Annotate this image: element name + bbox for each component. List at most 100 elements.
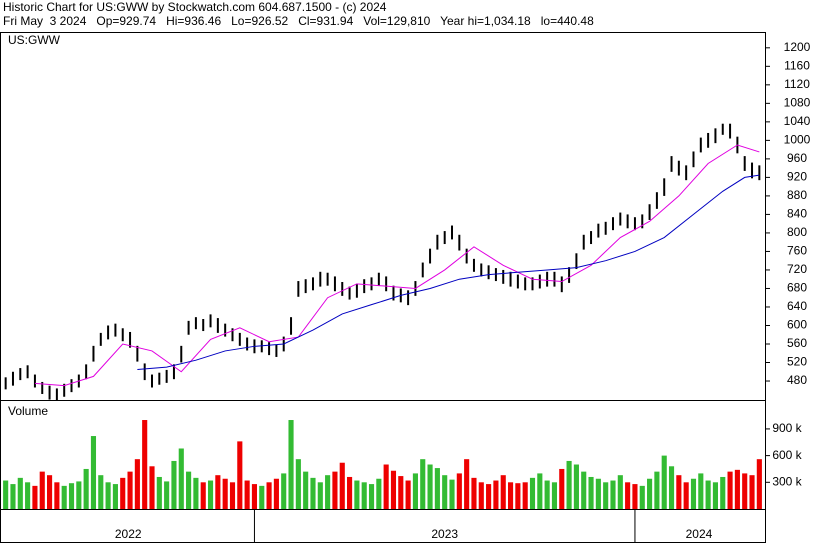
volume-bar xyxy=(507,482,514,509)
volume-bar xyxy=(215,475,221,509)
volume-bar xyxy=(251,484,258,509)
y-tick-label: 1040 xyxy=(784,114,811,128)
volume-bar xyxy=(559,468,565,509)
volume-bar xyxy=(522,482,528,509)
volume-bar xyxy=(200,482,206,509)
volume-bar xyxy=(500,475,506,509)
volume-bar xyxy=(98,475,104,509)
volume-bar xyxy=(3,480,9,509)
chart-subtitle: Fri May 3 2024 Op=929.74 Hi=936.46 Lo=92… xyxy=(3,14,594,28)
volume-bar xyxy=(17,477,23,509)
volume-title: Volume xyxy=(8,404,48,418)
volume-bar xyxy=(222,478,228,509)
volume-bar xyxy=(105,482,111,509)
volume-bar xyxy=(295,459,301,509)
volume-bar xyxy=(347,476,353,509)
volume-bar xyxy=(120,477,126,509)
volume-bar xyxy=(361,482,367,509)
volume-tick-label: 900 k xyxy=(772,421,802,435)
volume-bar xyxy=(603,482,609,509)
volume-bar xyxy=(178,448,184,509)
volume-bar xyxy=(288,420,294,509)
volume-bar xyxy=(405,480,411,509)
y-tick-label: 680 xyxy=(787,281,807,295)
year-label: 2023 xyxy=(431,527,458,541)
volume-bar xyxy=(551,482,558,509)
volume-bar xyxy=(654,471,660,509)
volume-bar xyxy=(229,482,236,509)
volume-bar xyxy=(47,475,53,509)
volume-bar xyxy=(325,475,331,509)
volume-tick-label: 600 k xyxy=(772,448,802,462)
volume-bar xyxy=(61,485,67,509)
y-tick-label: 720 xyxy=(787,262,807,276)
volume-bar xyxy=(193,477,199,509)
volume-bar xyxy=(376,478,382,509)
volume-bar xyxy=(434,468,440,509)
volume-bar xyxy=(676,475,682,509)
moving-average xyxy=(34,144,760,387)
volume-bar xyxy=(742,473,748,509)
volume-bar xyxy=(68,483,75,509)
volume-bar xyxy=(112,484,118,509)
volume-bar xyxy=(705,480,711,509)
volume-bar xyxy=(588,476,594,509)
volume-bar xyxy=(390,470,397,509)
volume-bar xyxy=(76,481,82,509)
y-tick-label: 640 xyxy=(787,299,807,313)
y-tick-label: 520 xyxy=(787,355,807,369)
y-tick-label: 1120 xyxy=(784,77,810,91)
volume-bar xyxy=(207,480,214,509)
volume-bar xyxy=(54,482,60,509)
volume-bar xyxy=(398,476,404,509)
volume-bar xyxy=(281,473,287,509)
volume-bar xyxy=(595,478,601,509)
year-label: 2024 xyxy=(686,527,713,541)
volume-bar xyxy=(478,482,484,509)
volume-bar xyxy=(332,471,338,509)
volume-bar xyxy=(544,480,550,509)
volume-bar xyxy=(449,479,455,509)
volume-bar xyxy=(756,459,762,509)
y-tick-label: 480 xyxy=(787,373,807,387)
volume-bar xyxy=(661,455,667,509)
y-tick-label: 600 xyxy=(787,318,807,332)
volume-bar xyxy=(32,485,38,509)
volume-bar xyxy=(493,480,499,509)
volume-bar xyxy=(149,466,155,509)
volume-bar xyxy=(25,482,31,509)
y-tick-label: 1080 xyxy=(784,96,811,110)
y-tick-label: 920 xyxy=(787,170,807,184)
volume-bar xyxy=(720,476,726,509)
volume-bar xyxy=(698,473,704,509)
y-tick-label: 880 xyxy=(787,188,807,202)
volume-bar xyxy=(142,420,148,509)
volume-bar xyxy=(515,483,521,509)
volume-bar xyxy=(749,475,755,509)
volume-bar xyxy=(625,482,631,509)
volume-bar xyxy=(339,462,345,509)
volume-bar xyxy=(273,478,279,509)
volume-bar xyxy=(617,475,623,509)
volume-bar xyxy=(368,484,375,509)
volume-bar xyxy=(427,464,433,509)
volume-bar xyxy=(412,473,418,509)
chart-title: Historic Chart for US:GWW by Stockwatch.… xyxy=(3,0,387,14)
volume-bar xyxy=(383,464,389,509)
y-tick-label: 560 xyxy=(787,336,807,350)
legend-symbol: US:GWW xyxy=(8,33,61,47)
volume-bar xyxy=(186,471,192,509)
volume-bar xyxy=(668,466,675,509)
volume-bar xyxy=(573,464,579,509)
volume-bar xyxy=(164,481,170,509)
y-tick-label: 1000 xyxy=(784,133,811,147)
volume-bar xyxy=(537,473,543,509)
volume-bar xyxy=(610,480,616,509)
volume-bar xyxy=(712,482,718,509)
volume-tick-label: 300 k xyxy=(772,474,802,488)
volume-bar xyxy=(156,476,162,509)
volume-bar xyxy=(471,477,477,509)
volume-bar xyxy=(647,478,653,509)
